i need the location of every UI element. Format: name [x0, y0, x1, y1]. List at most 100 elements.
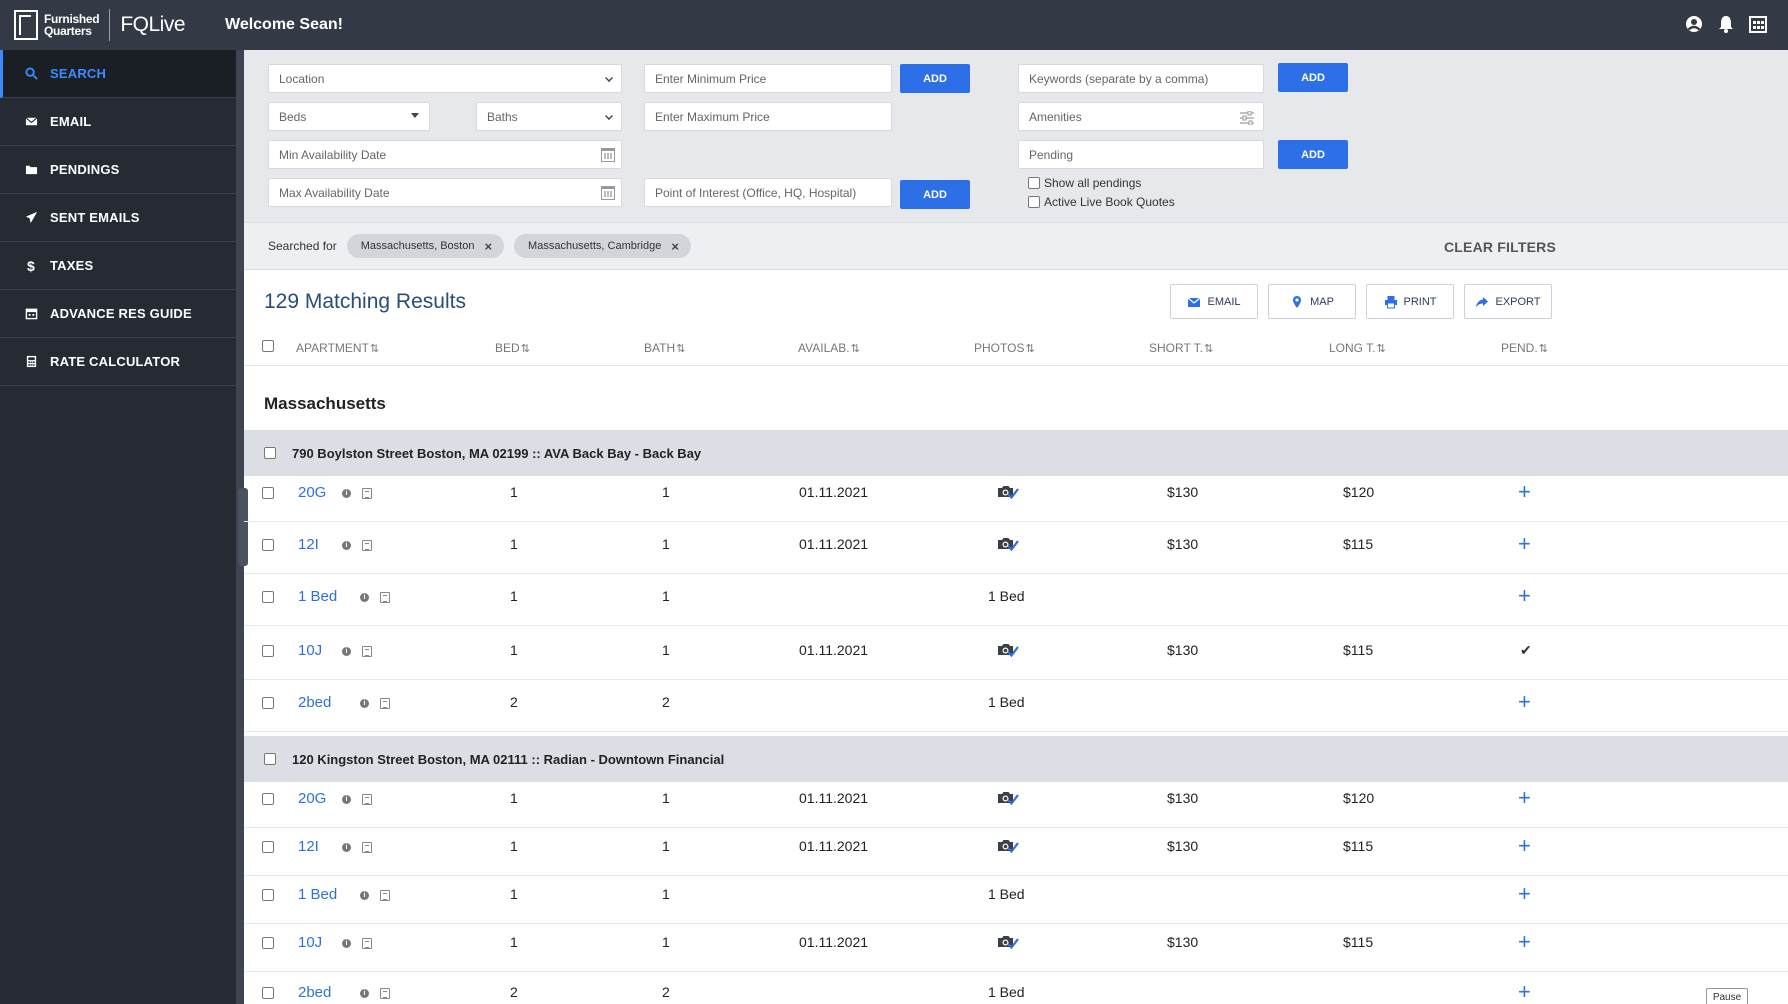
apartment-link[interactable]: 20G — [298, 790, 327, 807]
column-header-photos[interactable]: PHOTOS⇅ — [974, 341, 1035, 355]
add-keywords-button[interactable]: ADD — [1278, 63, 1348, 92]
notes-icon[interactable] — [362, 794, 372, 805]
max-availability-date-input[interactable] — [268, 178, 622, 207]
row-select-checkbox[interactable] — [262, 697, 274, 709]
info-icon[interactable]: i — [342, 541, 351, 550]
remove-chip-icon[interactable]: × — [671, 238, 679, 254]
add-pending-plus-icon[interactable]: + — [1518, 929, 1531, 954]
column-header-bath[interactable]: BATH⇅ — [644, 341, 686, 355]
clear-filters-button[interactable]: CLEAR FILTERS — [1443, 239, 1556, 255]
active-live-book-quotes-checkbox[interactable] — [1028, 196, 1040, 208]
keywords-input[interactable] — [1018, 64, 1264, 93]
apartment-link[interactable]: 12I — [298, 838, 319, 855]
sidebar-item-sent-emails[interactable]: SENT EMAILS — [0, 194, 236, 242]
sidebar-item-taxes[interactable]: $ TAXES — [0, 242, 236, 290]
apartment-link[interactable]: 10J — [298, 934, 323, 951]
column-header-long-term[interactable]: LONG T.⇅ — [1329, 341, 1386, 355]
column-header-availability[interactable]: AVAILAB.⇅ — [798, 341, 860, 355]
min-price-field[interactable] — [655, 71, 891, 86]
beds-select[interactable]: Beds — [268, 102, 430, 131]
sidebar-item-pendings[interactable]: PENDINGS — [0, 146, 236, 194]
max-price-input[interactable] — [644, 102, 892, 131]
row-select-checkbox[interactable] — [262, 645, 274, 657]
calendar-grid-icon[interactable] — [1748, 14, 1768, 34]
sidebar-item-advance-res-guide[interactable]: ADVANCE RES GUIDE — [0, 290, 236, 338]
max-availability-date-field[interactable] — [279, 185, 621, 200]
property-select-checkbox[interactable] — [264, 753, 276, 765]
apartment-link[interactable]: 2bed — [298, 694, 332, 711]
active-live-book-quotes-option[interactable]: Active Live Book Quotes — [1028, 195, 1175, 209]
baths-select[interactable]: Baths — [476, 102, 622, 131]
info-icon[interactable]: i — [342, 795, 351, 804]
column-header-apartment[interactable]: APARTMENT⇅ — [296, 341, 380, 355]
apartment-link[interactable]: 10J — [298, 642, 323, 659]
add-pending-plus-icon[interactable]: + — [1518, 583, 1531, 608]
apartment-link[interactable]: 20G — [298, 484, 327, 501]
info-icon[interactable]: i — [360, 699, 369, 708]
export-button[interactable]: EXPORT — [1464, 284, 1552, 319]
calendar-icon[interactable] — [601, 148, 615, 162]
min-price-input[interactable] — [644, 64, 892, 93]
row-select-checkbox[interactable] — [262, 487, 274, 499]
column-header-bed[interactable]: BED⇅ — [495, 341, 530, 355]
table-row[interactable]: 1 Bed i 1 1 1 Bed + — [244, 574, 1788, 626]
user-account-icon[interactable] — [1684, 14, 1704, 34]
notes-icon[interactable] — [380, 988, 390, 999]
table-row[interactable]: 20G i 1 1 01.11.2021 $130 $120 + — [244, 470, 1788, 522]
amenities-select[interactable]: Amenities — [1018, 102, 1264, 131]
keywords-field[interactable] — [1029, 71, 1263, 86]
add-pending-plus-icon[interactable]: + — [1518, 531, 1531, 556]
point-of-interest-input[interactable] — [644, 178, 892, 207]
add-price-button[interactable]: ADD — [900, 64, 970, 93]
table-row[interactable]: 12I i 1 1 01.11.2021 $130 $115 + — [244, 824, 1788, 876]
property-select-checkbox[interactable] — [264, 447, 276, 459]
info-icon[interactable]: i — [342, 489, 351, 498]
photos-verified-icon[interactable] — [995, 642, 1019, 658]
row-select-checkbox[interactable] — [262, 889, 274, 901]
furnished-quarters-logo[interactable]: Furnished Quarters — [14, 0, 100, 50]
sliders-icon[interactable] — [1239, 111, 1255, 125]
calendar-icon[interactable] — [601, 186, 615, 200]
select-all-checkbox[interactable] — [262, 340, 274, 352]
info-icon[interactable]: i — [342, 939, 351, 948]
row-select-checkbox[interactable] — [262, 841, 274, 853]
column-header-short-term[interactable]: SHORT T.⇅ — [1149, 341, 1214, 355]
apartment-link[interactable]: 12I — [298, 536, 319, 553]
notes-icon[interactable] — [362, 488, 372, 499]
show-all-pendings-option[interactable]: Show all pendings — [1028, 176, 1141, 190]
sidebar-item-rate-calculator[interactable]: RATE CALCULATOR — [0, 338, 236, 386]
table-row[interactable]: 2bed i 2 2 1 Bed + — [244, 970, 1788, 1004]
add-pending-button[interactable]: ADD — [1278, 140, 1348, 169]
table-row[interactable]: 12I i 1 1 01.11.2021 $130 $115 + — [244, 522, 1788, 574]
print-button[interactable]: PRINT — [1366, 284, 1454, 319]
apartment-link[interactable]: 1 Bed — [298, 588, 338, 605]
add-pending-plus-icon[interactable]: + — [1518, 881, 1531, 906]
photos-verified-icon[interactable] — [995, 838, 1019, 854]
column-header-pending[interactable]: PEND.⇅ — [1501, 341, 1548, 355]
notes-icon[interactable] — [380, 698, 390, 709]
table-row[interactable]: 10J i 1 1 01.11.2021 $130 $115 + — [244, 920, 1788, 972]
add-pending-plus-icon[interactable]: + — [1518, 979, 1531, 1004]
pending-field[interactable] — [1029, 147, 1263, 162]
apartment-link[interactable]: 1 Bed — [298, 886, 338, 903]
table-row[interactable]: 1 Bed i 1 1 1 Bed + — [244, 872, 1788, 924]
photos-verified-icon[interactable] — [995, 934, 1019, 950]
notes-icon[interactable] — [362, 646, 372, 657]
apartment-link[interactable]: 2bed — [298, 984, 332, 1001]
info-icon[interactable]: i — [360, 989, 369, 998]
photos-verified-icon[interactable] — [995, 484, 1019, 500]
table-row[interactable]: 10J i 1 1 01.11.2021 $130 $115 ✔ — [244, 628, 1788, 680]
sidebar-collapse-handle[interactable] — [238, 488, 248, 566]
min-availability-date-input[interactable] — [268, 140, 622, 169]
pending-check-icon[interactable]: ✔ — [1520, 642, 1532, 658]
sidebar-item-email[interactable]: EMAIL — [0, 98, 236, 146]
info-icon[interactable]: i — [360, 593, 369, 602]
add-pending-plus-icon[interactable]: + — [1518, 479, 1531, 504]
point-of-interest-field[interactable] — [655, 185, 891, 200]
table-row[interactable]: 20G i 1 1 01.11.2021 $130 $120 + — [244, 776, 1788, 828]
notes-icon[interactable] — [362, 540, 372, 551]
add-pending-plus-icon[interactable]: + — [1518, 689, 1531, 714]
table-row[interactable]: 2bed i 2 2 1 Bed + — [244, 680, 1788, 732]
remove-chip-icon[interactable]: × — [484, 238, 493, 254]
max-price-field[interactable] — [655, 109, 891, 124]
